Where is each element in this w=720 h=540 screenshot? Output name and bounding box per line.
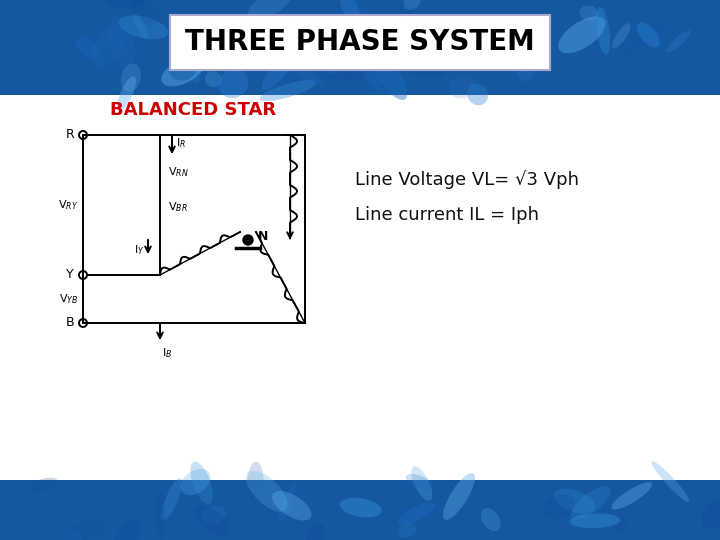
Text: Line Voltage VL= √3 Vph: Line Voltage VL= √3 Vph [355, 171, 579, 190]
Ellipse shape [260, 80, 316, 101]
Ellipse shape [443, 473, 475, 520]
Ellipse shape [621, 22, 667, 55]
Text: THREE PHASE SYSTEM: THREE PHASE SYSTEM [185, 29, 535, 57]
Ellipse shape [262, 49, 297, 90]
Ellipse shape [92, 26, 125, 68]
Ellipse shape [571, 486, 611, 519]
Text: V$_{RN}$: V$_{RN}$ [168, 166, 189, 179]
Ellipse shape [580, 5, 598, 21]
Ellipse shape [394, 3, 415, 40]
Ellipse shape [190, 462, 212, 504]
Ellipse shape [168, 53, 197, 80]
Text: N: N [258, 231, 269, 244]
Text: Y: Y [66, 268, 74, 281]
Ellipse shape [132, 0, 158, 26]
Ellipse shape [187, 60, 201, 83]
Ellipse shape [652, 461, 689, 502]
Ellipse shape [248, 462, 264, 504]
Ellipse shape [596, 7, 610, 55]
Ellipse shape [449, 76, 476, 98]
Bar [0, 0, 720, 95]
Ellipse shape [340, 0, 361, 25]
Text: R: R [66, 129, 74, 141]
Ellipse shape [204, 71, 222, 87]
Ellipse shape [611, 482, 652, 510]
Ellipse shape [119, 16, 168, 39]
Ellipse shape [361, 29, 379, 49]
Text: I$_R$: I$_R$ [176, 136, 186, 150]
Text: V$_{YB}$: V$_{YB}$ [59, 292, 78, 306]
Ellipse shape [363, 41, 402, 64]
Ellipse shape [117, 76, 136, 111]
Ellipse shape [370, 51, 408, 100]
Ellipse shape [288, 65, 324, 86]
Ellipse shape [112, 518, 140, 540]
Ellipse shape [431, 40, 447, 55]
Ellipse shape [405, 60, 446, 77]
Ellipse shape [701, 501, 720, 529]
Ellipse shape [544, 494, 575, 519]
Ellipse shape [636, 22, 660, 48]
Ellipse shape [63, 520, 106, 540]
Ellipse shape [403, 0, 420, 10]
Ellipse shape [76, 37, 99, 59]
Ellipse shape [162, 478, 182, 520]
Ellipse shape [201, 505, 226, 524]
Ellipse shape [311, 56, 366, 81]
Ellipse shape [467, 84, 488, 105]
Ellipse shape [406, 474, 434, 491]
Ellipse shape [278, 484, 296, 522]
Ellipse shape [481, 508, 500, 531]
Text: BALANCED STAR: BALANCED STAR [110, 101, 276, 119]
Ellipse shape [320, 52, 341, 75]
Ellipse shape [340, 498, 382, 517]
Ellipse shape [161, 57, 204, 86]
Ellipse shape [246, 471, 288, 512]
Ellipse shape [558, 16, 606, 53]
Ellipse shape [26, 477, 58, 492]
Ellipse shape [181, 469, 210, 495]
Ellipse shape [666, 30, 690, 53]
Ellipse shape [194, 505, 229, 536]
Text: B: B [66, 316, 74, 329]
Ellipse shape [398, 502, 436, 525]
Ellipse shape [513, 38, 536, 82]
Circle shape [243, 235, 253, 245]
Ellipse shape [356, 55, 382, 92]
Bar [0, 480, 720, 540]
Ellipse shape [272, 491, 312, 521]
Text: V$_{RY}$: V$_{RY}$ [58, 198, 78, 212]
Ellipse shape [612, 23, 631, 49]
Ellipse shape [398, 523, 418, 538]
Ellipse shape [121, 63, 141, 92]
FancyBboxPatch shape [170, 15, 550, 70]
Ellipse shape [109, 14, 135, 70]
Ellipse shape [411, 466, 432, 501]
Ellipse shape [248, 0, 292, 19]
Ellipse shape [613, 517, 626, 533]
Ellipse shape [307, 524, 325, 540]
Text: I$_B$: I$_B$ [162, 346, 172, 360]
Ellipse shape [63, 529, 82, 540]
Ellipse shape [554, 489, 595, 514]
Ellipse shape [464, 32, 482, 50]
Ellipse shape [570, 514, 621, 528]
Ellipse shape [155, 491, 166, 540]
Ellipse shape [133, 14, 148, 39]
Ellipse shape [107, 0, 145, 9]
Text: I$_Y$: I$_Y$ [134, 243, 145, 257]
Text: V$_{BR}$: V$_{BR}$ [168, 200, 188, 214]
Text: Line current IL = Iph: Line current IL = Iph [355, 206, 539, 224]
Ellipse shape [219, 69, 248, 98]
